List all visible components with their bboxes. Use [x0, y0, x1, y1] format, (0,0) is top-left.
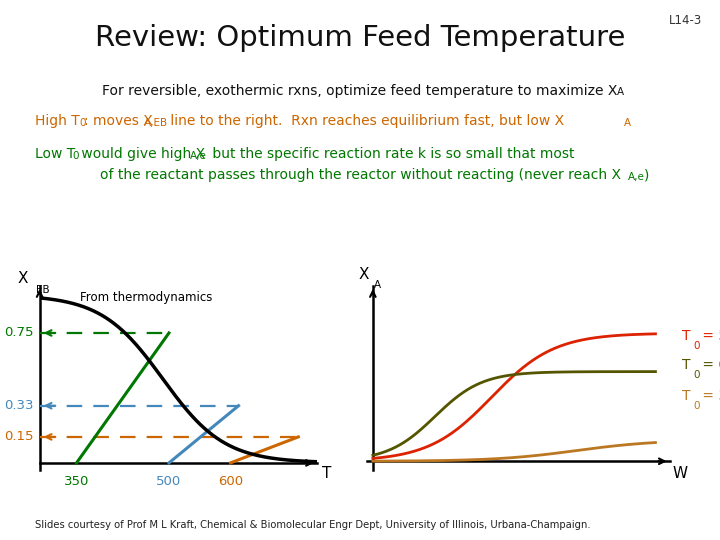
Text: of the reactant passes through the reactor without reacting (never reach X: of the reactant passes through the react…	[99, 168, 621, 183]
Text: A,e: A,e	[190, 151, 207, 161]
Text: T: T	[682, 358, 690, 372]
Text: 600: 600	[218, 475, 243, 488]
Text: For reversible, exothermic rxns, optimize feed temperature to maximize X: For reversible, exothermic rxns, optimiz…	[102, 84, 618, 98]
Text: EB: EB	[36, 285, 50, 295]
Text: High T: High T	[35, 114, 79, 129]
Text: A,EB: A,EB	[144, 118, 168, 129]
Text: would give high X: would give high X	[77, 147, 205, 161]
Text: Low T: Low T	[35, 147, 75, 161]
Text: A: A	[624, 118, 631, 129]
Text: 0: 0	[693, 401, 700, 411]
Text: Review: Optimum Feed Temperature: Review: Optimum Feed Temperature	[95, 24, 625, 52]
Text: = 500: = 500	[698, 329, 720, 343]
Text: W: W	[672, 465, 688, 481]
Text: 0: 0	[79, 118, 86, 129]
Text: T: T	[682, 389, 690, 403]
Text: T: T	[322, 467, 331, 481]
Text: : moves X: : moves X	[84, 114, 153, 129]
Text: but the specific reaction rate k is so small that most: but the specific reaction rate k is so s…	[208, 147, 575, 161]
Text: line to the right.  Rxn reaches equilibrium fast, but low X: line to the right. Rxn reaches equilibri…	[166, 114, 564, 129]
Text: X: X	[18, 271, 29, 286]
Text: From thermodynamics: From thermodynamics	[80, 292, 212, 305]
Text: L14-3: L14-3	[669, 14, 702, 26]
Text: 0: 0	[693, 370, 700, 380]
Text: A: A	[618, 87, 624, 98]
Text: 0.75: 0.75	[4, 327, 33, 340]
Text: ): )	[644, 168, 649, 183]
Text: 0: 0	[72, 151, 78, 161]
Text: = 350: = 350	[698, 389, 720, 403]
Text: 0.33: 0.33	[4, 399, 33, 412]
Text: 500: 500	[156, 475, 181, 488]
Text: A,e: A,e	[628, 172, 644, 183]
Text: T: T	[682, 329, 690, 343]
Text: Slides courtesy of Prof M L Kraft, Chemical & Biomolecular Engr Dept, University: Slides courtesy of Prof M L Kraft, Chemi…	[35, 520, 590, 530]
Text: A: A	[374, 280, 382, 291]
Text: = 600: = 600	[698, 358, 720, 372]
Text: 0: 0	[693, 341, 700, 351]
Text: 350: 350	[64, 475, 89, 488]
Text: 0.15: 0.15	[4, 430, 33, 443]
Text: X: X	[358, 267, 369, 282]
